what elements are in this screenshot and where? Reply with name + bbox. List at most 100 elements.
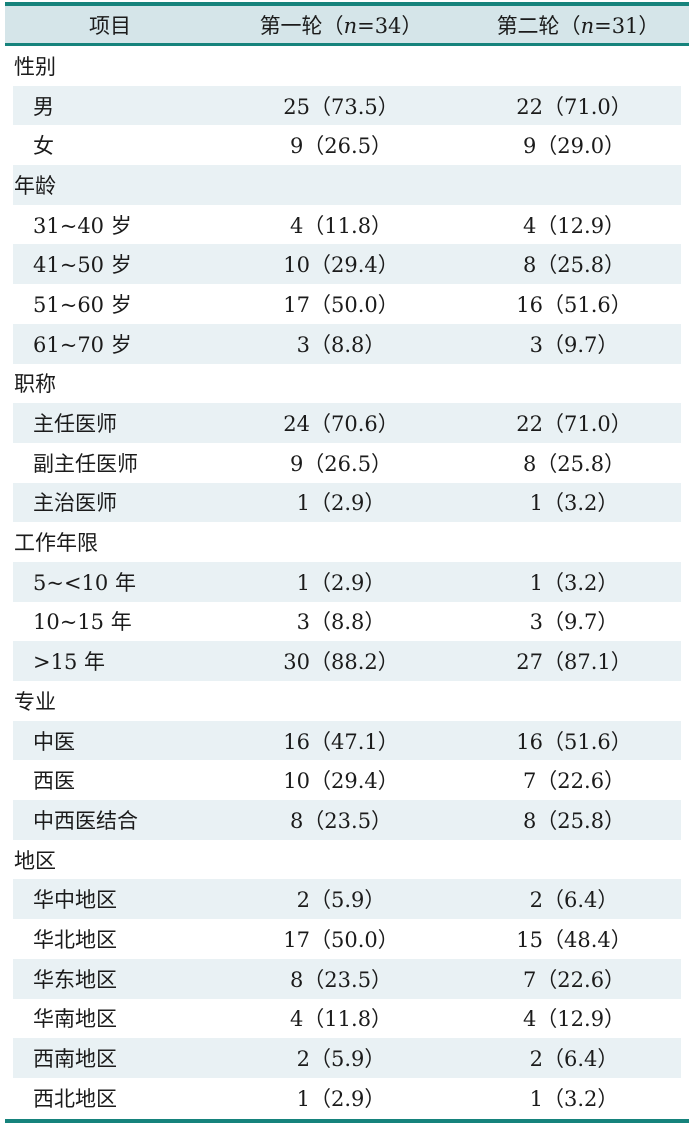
- section-label: 工作年限: [14, 531, 98, 556]
- section-row: 年龄: [13, 165, 681, 205]
- row-label: 41~50 岁: [33, 253, 132, 278]
- header-round1-column: 第一轮（n=34）: [215, 10, 467, 40]
- section-label: 性别: [14, 54, 56, 79]
- table-row: 5~<10 年 1（2.9） 1（3.2）: [13, 561, 681, 602]
- section-row: 专业: [13, 681, 681, 721]
- round1-value: 25（73.5）: [283, 94, 399, 119]
- round2-value: 8（25.8）: [522, 253, 626, 278]
- round2-value: 2（6.4）: [529, 1047, 619, 1072]
- section-row: 地区: [13, 840, 681, 880]
- row-label: 华中地区: [33, 888, 117, 913]
- round2-value: 4（12.9）: [522, 1007, 626, 1032]
- section-label: 年龄: [14, 173, 56, 198]
- round2-value: 22（71.0）: [516, 94, 632, 119]
- row-label: 10~15 年: [33, 610, 132, 635]
- round1-value: 3（8.8）: [296, 332, 386, 357]
- table-row: 副主任医师 9（26.5） 8（25.8）: [13, 443, 681, 483]
- round1-value: 1（2.9）: [296, 570, 386, 595]
- round2-value: 15（48.4）: [516, 927, 632, 952]
- round1-value: 4（11.8）: [289, 213, 393, 238]
- round2-value: 8（25.8）: [522, 808, 626, 833]
- section-label: 职称: [14, 372, 56, 397]
- round1-value: 10（29.4）: [283, 253, 399, 278]
- section-row: 职称: [13, 364, 681, 404]
- row-label: 5~<10 年: [33, 570, 136, 595]
- round1-value: 1（2.9）: [296, 491, 386, 516]
- round1-value: 9（26.5）: [289, 451, 393, 476]
- round2-value: 8（25.8）: [522, 451, 626, 476]
- round2-value: 3（9.7）: [529, 332, 619, 357]
- table-row: 西北地区 1（2.9） 1（3.2）: [13, 1078, 681, 1118]
- table-row: 华北地区 17（50.0） 15（48.4）: [13, 919, 681, 959]
- round2-value: 27（87.1）: [516, 650, 632, 675]
- row-label: 主治医师: [33, 491, 117, 516]
- row-label: 华北地区: [33, 927, 117, 952]
- round2-value: 1（3.2）: [529, 491, 619, 516]
- table-row: 61~70 岁 3（8.8） 3（9.7）: [13, 323, 681, 364]
- row-label: 31~40 岁: [33, 213, 132, 238]
- round1-value: 9（26.5）: [289, 134, 393, 159]
- table-row: 女 9（26.5） 9（29.0）: [13, 125, 681, 165]
- round2-value: 1（3.2）: [529, 1086, 619, 1111]
- row-label: >15 年: [33, 650, 105, 675]
- round1-value: 3（8.8）: [296, 610, 386, 635]
- table-row: >15 年 30（88.2） 27（87.1）: [13, 641, 681, 681]
- section-label: 专业: [14, 689, 56, 714]
- table-row: 41~50 岁 10（29.4） 8（25.8）: [13, 244, 681, 285]
- round1-value: 2（5.9）: [296, 1047, 386, 1072]
- table-row: 10~15 年 3（8.8） 3（9.7）: [13, 602, 681, 642]
- table-row: 31~40 岁 4（11.8） 4（12.9）: [13, 205, 681, 245]
- round1-value: 24（70.6）: [283, 412, 399, 437]
- row-label: 西北地区: [33, 1086, 117, 1111]
- row-label: 西医: [33, 769, 75, 794]
- round2-value: 4（12.9）: [522, 213, 626, 238]
- round1-value: 17（50.0）: [283, 927, 399, 952]
- section-row: 工作年限: [13, 522, 681, 562]
- header-item-column: 项目: [89, 13, 131, 38]
- table-row: 中医 16（47.1） 16（51.6）: [13, 720, 681, 761]
- row-label: 华东地区: [33, 967, 117, 992]
- header-round1-post: =34）: [357, 13, 423, 38]
- header-round2-n: n: [580, 13, 595, 38]
- row-label: 51~60 岁: [33, 292, 132, 317]
- round1-value: 4（11.8）: [289, 1007, 393, 1032]
- table-row: 男 25（73.5） 22（71.0）: [13, 85, 681, 126]
- row-label: 副主任医师: [33, 451, 138, 476]
- table-row: 主治医师 1（2.9） 1（3.2）: [13, 482, 681, 523]
- table-body: 性别男 25（73.5） 22（71.0） 女 9（26.5） 9（29.0） 年龄 31~4…: [5, 46, 689, 1118]
- round1-value: 17（50.0）: [283, 292, 399, 317]
- row-label: 61~70 岁: [33, 332, 132, 357]
- row-label: 中西医结合: [33, 808, 138, 833]
- round1-value: 8（23.5）: [289, 808, 393, 833]
- round2-value: 16（51.6）: [516, 729, 632, 754]
- table-row: 华中地区 2（5.9） 2（6.4）: [13, 879, 681, 920]
- header-round1-pre: 第一轮（: [259, 13, 344, 38]
- row-label: 主任医师: [33, 412, 117, 437]
- table-row: 主任医师 24（70.6） 22（71.0）: [13, 403, 681, 443]
- round1-value: 16（47.1）: [283, 729, 399, 754]
- header-round2-post: =31）: [594, 13, 660, 38]
- row-label: 中医: [33, 729, 75, 754]
- table-row: 华东地区 8（23.5） 7（22.6）: [13, 958, 681, 999]
- header-round2-column: 第二轮（n=31）: [467, 10, 689, 40]
- round1-value: 10（29.4）: [283, 769, 399, 794]
- round2-value: 16（51.6）: [516, 292, 632, 317]
- section-row: 性别: [13, 46, 681, 86]
- table-row: 51~60 岁 17（50.0） 16（51.6）: [13, 284, 681, 324]
- table-row: 华南地区 4（11.8） 4（12.9）: [13, 999, 681, 1039]
- row-label: 华南地区: [33, 1007, 117, 1032]
- table-header-row: 项目 第一轮（n=34） 第二轮（n=31）: [5, 2, 689, 46]
- round2-value: 1（3.2）: [529, 570, 619, 595]
- row-label: 男: [33, 94, 54, 119]
- row-label: 西南地区: [33, 1047, 117, 1072]
- header-round1-n: n: [343, 13, 358, 38]
- round2-value: 7（22.6）: [522, 769, 626, 794]
- round1-value: 1（2.9）: [296, 1086, 386, 1111]
- table-row: 中西医结合 8（23.5） 8（25.8）: [13, 800, 681, 840]
- round1-value: 8（23.5）: [289, 967, 393, 992]
- table-bottom-rule: [5, 1118, 689, 1123]
- round2-value: 22（71.0）: [516, 412, 632, 437]
- round2-value: 7（22.6）: [522, 967, 626, 992]
- round2-value: 3（9.7）: [529, 610, 619, 635]
